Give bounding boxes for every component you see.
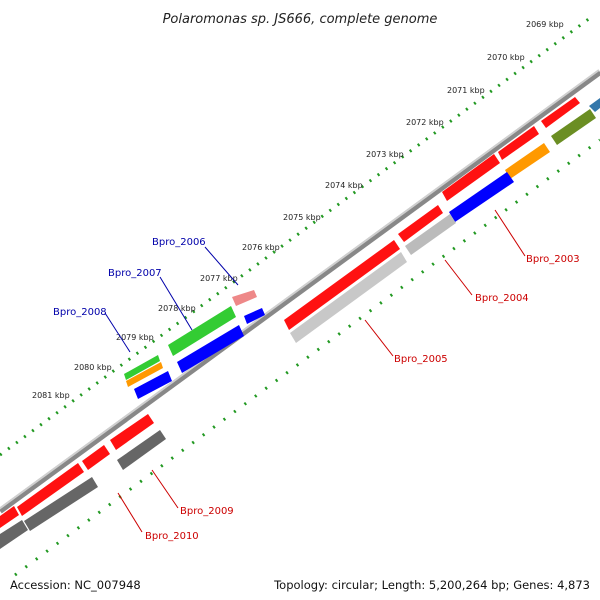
kbp-label: 2069 kbp: [526, 20, 564, 29]
cog-arrow[interactable]: [449, 172, 514, 222]
genome-backbone: [0, 69, 600, 514]
cog-arrow[interactable]: [134, 371, 172, 399]
gene-label-bpro-2003[interactable]: Bpro_2003: [526, 254, 580, 265]
feature-arrows: [0, 97, 600, 549]
kbp-label: 2081 kbp: [32, 391, 70, 400]
gene-arrow[interactable]: [24, 477, 98, 531]
kbp-label: 2074 kbp: [325, 181, 363, 190]
kbp-label: 2075 kbp: [283, 213, 321, 222]
cds-arrow[interactable]: [541, 97, 580, 128]
kbp-label: 2077 kbp: [200, 274, 238, 283]
gene-arrow[interactable]: [405, 214, 456, 255]
gene-arrow[interactable]: [290, 252, 407, 343]
cog-arrow[interactable]: [505, 143, 550, 179]
cds-arrow[interactable]: [284, 240, 400, 330]
cds-arrow[interactable]: [442, 154, 500, 201]
kbp-label: 2076 kbp: [242, 243, 280, 252]
gene-label-bpro-2008[interactable]: Bpro_2008: [53, 307, 107, 318]
cds-arrow[interactable]: [0, 506, 19, 528]
gene-labels: Bpro_2003 Bpro_2004 Bpro_2005 Bpro_2006 …: [53, 237, 580, 542]
gene-label-bpro-2004[interactable]: Bpro_2004: [475, 293, 529, 304]
gene-arrow[interactable]: [117, 430, 166, 470]
kbp-label: 2080 kbp: [74, 363, 112, 372]
accession-label: Accession: NC_007948: [10, 578, 141, 592]
label-leader-lines: [104, 209, 526, 533]
cds-arrow[interactable]: [398, 205, 443, 242]
cds-arrow[interactable]: [82, 445, 110, 470]
kbp-label: 2079 kbp: [116, 333, 154, 342]
gene-label-bpro-2010[interactable]: Bpro_2010: [145, 531, 199, 542]
gene-label-bpro-2006[interactable]: Bpro_2006: [152, 237, 206, 248]
kbp-label: 2070 kbp: [487, 53, 525, 62]
cds-arrow[interactable]: [498, 126, 539, 160]
gene-label-bpro-2005[interactable]: Bpro_2005: [394, 354, 448, 365]
kbp-label: 2073 kbp: [366, 150, 404, 159]
cog-arrow[interactable]: [168, 306, 236, 356]
gene-label-bpro-2007[interactable]: Bpro_2007: [108, 268, 162, 279]
cog-arrow[interactable]: [551, 109, 596, 145]
kbp-axis-labels: 2069 kbp 2070 kbp 2071 kbp 2072 kbp 2073…: [32, 20, 564, 400]
cog-arrow[interactable]: [126, 362, 163, 387]
cds-arrow[interactable]: [110, 414, 154, 450]
gene-arrow[interactable]: [0, 520, 28, 549]
cog-arrow[interactable]: [589, 98, 600, 112]
cog-arrow[interactable]: [124, 355, 160, 380]
topology-label: Topology: circular; Length: 5,200,264 bp…: [274, 578, 590, 592]
lower-dotted-ring: [14, 138, 600, 577]
rna-arrow[interactable]: [232, 290, 257, 306]
gene-label-bpro-2009[interactable]: Bpro_2009: [180, 506, 234, 517]
cds-arrow[interactable]: [17, 463, 84, 516]
kbp-label: 2072 kbp: [406, 118, 444, 127]
upper-dotted-ring: [0, 16, 591, 457]
kbp-label: 2071 kbp: [447, 86, 485, 95]
kbp-label: 2078 kbp: [158, 304, 196, 313]
map-title: Polaromonas sp. JS666, complete genome: [163, 12, 438, 27]
cog-arrow[interactable]: [244, 308, 265, 324]
cog-arrow[interactable]: [177, 325, 244, 373]
